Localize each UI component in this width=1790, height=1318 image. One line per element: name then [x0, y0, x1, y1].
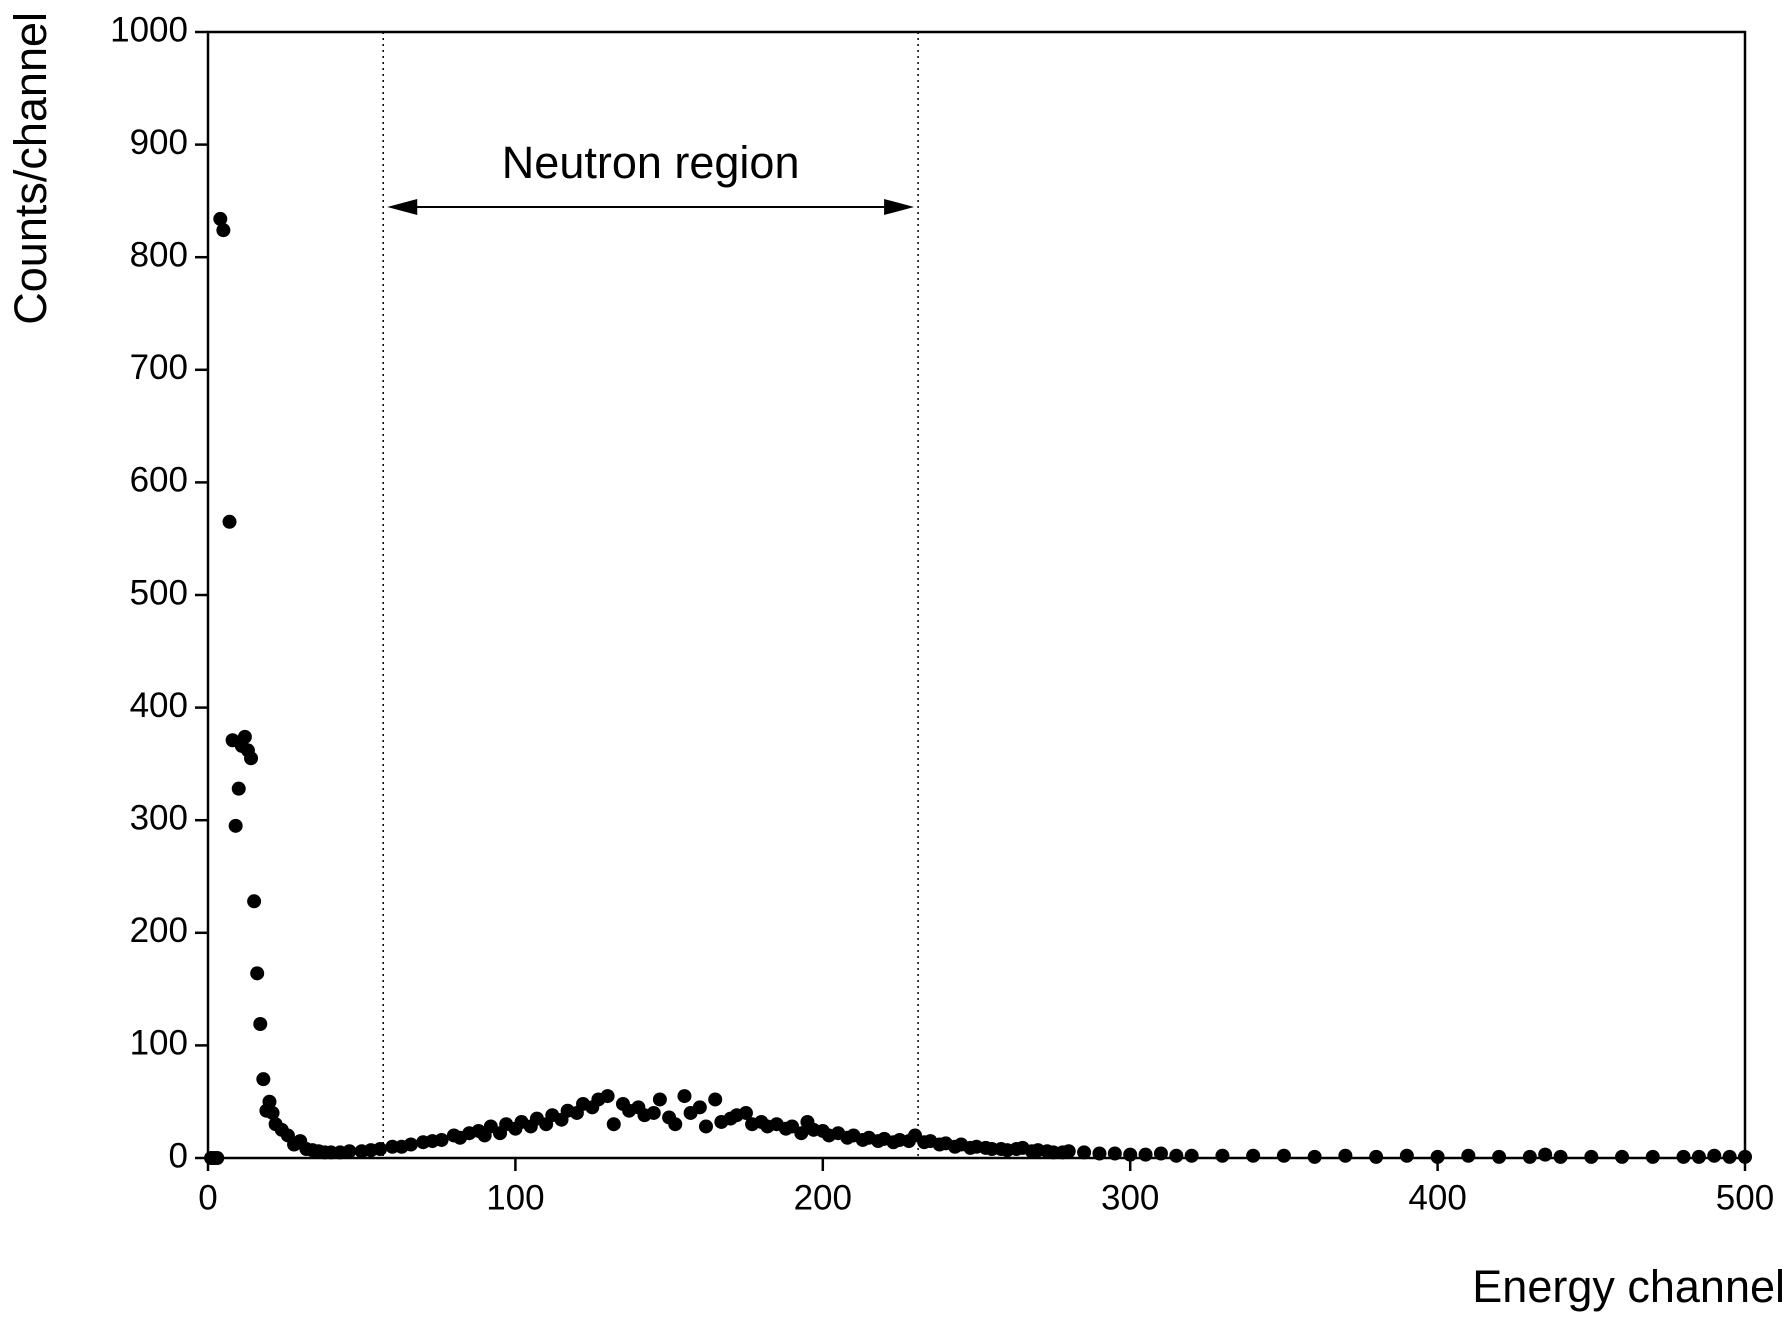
data-point [677, 1089, 692, 1104]
data-point [1307, 1149, 1322, 1164]
data-point [1276, 1148, 1291, 1163]
y-tick-label: 800 [130, 235, 188, 274]
data-point [265, 1105, 280, 1120]
y-tick-label: 1000 [110, 10, 188, 49]
data-point [652, 1092, 667, 1107]
data-point [253, 1017, 268, 1032]
data-point [600, 1089, 615, 1104]
y-tick-label: 0 [169, 1136, 188, 1175]
data-point [1169, 1148, 1184, 1163]
data-point [646, 1105, 661, 1120]
data-point [708, 1092, 723, 1107]
data-point [1369, 1149, 1384, 1164]
data-point [1107, 1146, 1122, 1161]
data-point [1246, 1148, 1261, 1163]
data-point [222, 514, 237, 529]
data-point [262, 1094, 277, 1109]
data-point [1615, 1149, 1630, 1164]
data-point [1184, 1148, 1199, 1163]
data-point [256, 1072, 271, 1087]
data-point [668, 1117, 683, 1132]
x-tick-label: 500 [1716, 1178, 1774, 1217]
x-tick-label: 0 [198, 1178, 217, 1217]
y-tick-label: 700 [130, 348, 188, 387]
data-point [228, 818, 243, 833]
annotation: Neutron region [502, 137, 800, 188]
arrow-head [387, 199, 418, 215]
data-point [1492, 1149, 1507, 1164]
y-axis-label: Counts/channel [5, 12, 56, 325]
data-point [1461, 1148, 1476, 1163]
y-tick-label: 100 [130, 1024, 188, 1063]
data-point [1338, 1148, 1353, 1163]
data-point [1138, 1147, 1153, 1162]
data-point [247, 894, 262, 909]
data-point [1123, 1147, 1138, 1162]
data-point [1722, 1149, 1737, 1164]
data-point [1077, 1145, 1092, 1160]
x-tick-label: 400 [1408, 1178, 1466, 1217]
y-tick-label: 200 [130, 911, 188, 950]
y-tick-label: 600 [130, 461, 188, 500]
y-tick-label: 300 [130, 798, 188, 837]
x-axis-label: Energy channel [1472, 1261, 1785, 1312]
data-point [403, 1137, 418, 1152]
data-point [698, 1119, 713, 1134]
data-point [1430, 1149, 1445, 1164]
y-tick-label: 500 [130, 573, 188, 612]
data-point [1738, 1149, 1752, 1164]
x-tick-label: 300 [1101, 1178, 1159, 1217]
data-point [434, 1132, 449, 1147]
data-point [250, 966, 265, 981]
data-point [692, 1100, 707, 1115]
data-point [210, 1151, 225, 1165]
data-point [1676, 1149, 1691, 1164]
data-point [1522, 1149, 1537, 1164]
data-point [738, 1105, 753, 1120]
data-point [237, 729, 252, 744]
data-point [216, 223, 231, 238]
data-point [1584, 1149, 1599, 1164]
data-point [1061, 1144, 1076, 1159]
data-point [1691, 1149, 1706, 1164]
data-point [606, 1117, 621, 1132]
x-tick-label: 100 [486, 1178, 544, 1217]
data-point [1399, 1148, 1414, 1163]
data-point [1645, 1149, 1660, 1164]
data-point [244, 751, 259, 766]
data-point [342, 1144, 357, 1159]
data-point [1092, 1146, 1107, 1161]
data-point [1153, 1146, 1168, 1161]
x-tick-label: 200 [794, 1178, 852, 1217]
data-point [373, 1141, 388, 1156]
data-point [213, 211, 228, 226]
arrow-head [884, 199, 915, 215]
plot-frame [206, 30, 1747, 1160]
data-point [1707, 1148, 1722, 1163]
data-point [1215, 1148, 1230, 1163]
data-point [1553, 1149, 1568, 1164]
data-point [1538, 1147, 1553, 1162]
data-point [794, 1126, 809, 1141]
y-tick-label: 400 [130, 686, 188, 725]
data-point [231, 781, 246, 796]
y-tick-label: 900 [130, 123, 188, 162]
